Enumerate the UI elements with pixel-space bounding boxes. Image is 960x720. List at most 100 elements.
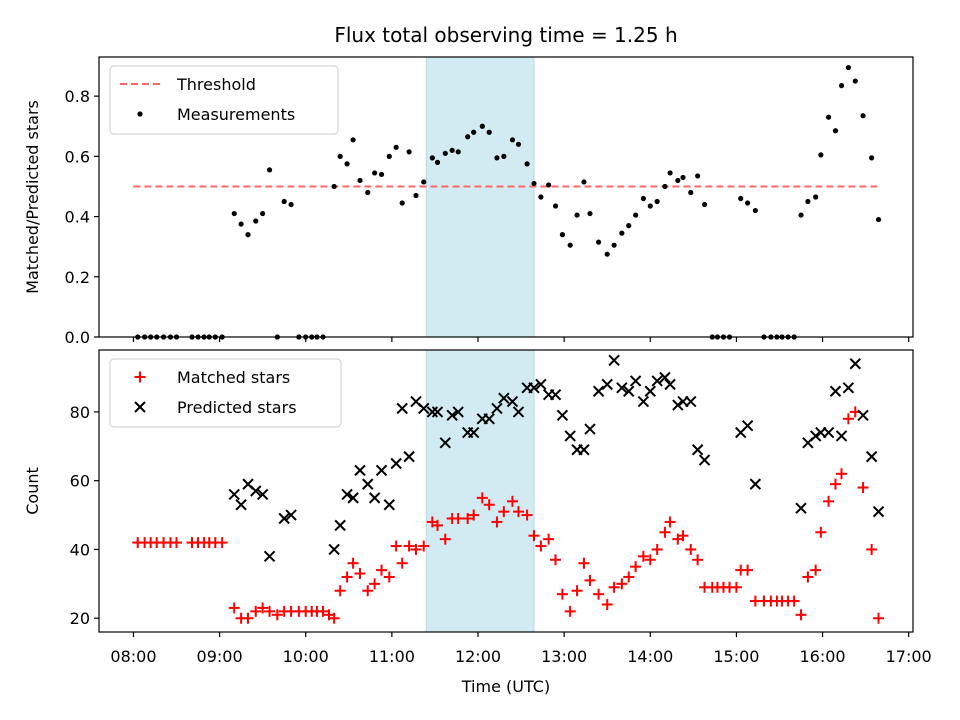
measurement-point — [266, 167, 273, 173]
predicted-point — [368, 492, 381, 504]
top-panel: 0.0 0.2 0.4 0.6 0.8 Matched/Predicted stars Th… — [23, 56, 914, 347]
shaded-interval — [425, 56, 535, 338]
matched-point — [873, 612, 885, 624]
measurement-point — [524, 161, 530, 167]
measurement-point — [386, 153, 392, 159]
predicted-point — [403, 450, 415, 463]
matched-point — [795, 609, 807, 621]
measurement-point — [875, 216, 882, 223]
matched-point — [439, 533, 451, 545]
measurement-point — [680, 174, 686, 181]
predicted-point — [506, 395, 519, 408]
matched-point — [506, 495, 518, 507]
predicted-point — [228, 488, 240, 501]
measurement-point — [640, 195, 646, 202]
predicted-point — [528, 382, 540, 394]
predicted-point — [354, 464, 366, 477]
matched-point — [571, 585, 583, 597]
predicted-point — [608, 354, 620, 367]
measurement-point — [399, 200, 405, 206]
y-axis-label: Matched/Predicted stars — [23, 100, 42, 294]
matched-point — [815, 526, 827, 538]
matched-point — [476, 492, 488, 504]
matched-point — [216, 537, 228, 549]
measurement-point — [745, 200, 751, 206]
legend: Threshold Measurements — [109, 65, 339, 135]
measurement-point — [738, 195, 744, 202]
measurement-point — [701, 201, 708, 208]
measurement-point — [406, 149, 412, 155]
predicted-point — [592, 385, 605, 397]
predicted-point — [383, 499, 395, 511]
x-tick-label: 17:00 — [886, 647, 932, 666]
predicted-point — [644, 385, 656, 397]
measurement-point — [611, 242, 617, 248]
predicted-point — [629, 375, 642, 387]
bottom-panel: 20 40 60 80 08:00 09:00 10:00 11:00 12:00 13:00 14… — [23, 349, 932, 696]
x-tick-label: 12:00 — [455, 647, 501, 666]
predicted-point — [341, 488, 353, 501]
predicted-point — [865, 450, 878, 463]
measurement-point — [471, 129, 477, 135]
measurement-point — [662, 183, 668, 190]
measurement-point — [344, 161, 350, 167]
measurement-point — [805, 198, 811, 205]
matched-point — [742, 564, 754, 576]
matched-point — [677, 530, 689, 542]
predicted-point — [842, 382, 855, 394]
measurement-point — [421, 179, 427, 185]
measurement-point — [413, 192, 419, 199]
x-tick-label: 13:00 — [541, 647, 587, 666]
measurement-point — [281, 198, 287, 205]
predicted-point — [578, 444, 590, 456]
predicted-point — [328, 543, 340, 556]
y-tick-label: 40 — [70, 540, 90, 559]
matched-point — [171, 537, 183, 549]
legend-label: Predicted stars — [177, 398, 297, 417]
chart-title: Flux total observing time = 1.25 h — [334, 23, 677, 47]
matched-point — [659, 526, 671, 538]
matched-point — [242, 612, 254, 624]
matched-point — [630, 561, 642, 573]
matched-point — [328, 612, 340, 624]
predicted-point — [431, 406, 444, 418]
matched-point — [403, 540, 415, 552]
legend-label: Threshold — [176, 75, 256, 94]
x-tick-label: 16:00 — [800, 647, 846, 666]
series-predicted-stars — [228, 354, 885, 563]
matched-point — [637, 550, 649, 562]
measurement-point — [595, 239, 602, 245]
predicted-point — [396, 402, 408, 415]
predicted-point — [250, 485, 262, 497]
predicted-point — [498, 392, 510, 404]
predicted-point — [362, 478, 374, 490]
measurement-point — [832, 128, 839, 134]
matched-point — [334, 585, 346, 597]
measurement-point — [479, 123, 485, 129]
measurement-point — [626, 223, 632, 229]
predicted-point — [390, 457, 402, 470]
measurement-point — [852, 78, 858, 84]
matched-point — [491, 516, 503, 528]
predicted-point — [564, 430, 576, 442]
x-tick-label: 10:00 — [283, 647, 329, 666]
measurement-point — [654, 198, 660, 205]
y-tick-label: 0.6 — [65, 147, 90, 166]
measurement-point — [288, 201, 294, 208]
legend: Matched stars Predicted stars — [109, 358, 342, 428]
measurement-point — [501, 153, 507, 159]
y-tick-label: 0.8 — [65, 87, 90, 106]
measurement-point — [818, 152, 824, 158]
measurement-point — [538, 194, 544, 200]
measurement-point — [365, 189, 371, 196]
predicted-point — [535, 378, 547, 391]
matched-point — [564, 605, 576, 617]
measurement-point — [633, 212, 639, 218]
y-tick-label: 20 — [70, 609, 90, 628]
matched-point — [362, 585, 374, 597]
predicted-point — [452, 406, 464, 418]
matched-point — [866, 543, 878, 555]
measurement-point — [695, 173, 701, 179]
measurement-point — [434, 159, 441, 165]
